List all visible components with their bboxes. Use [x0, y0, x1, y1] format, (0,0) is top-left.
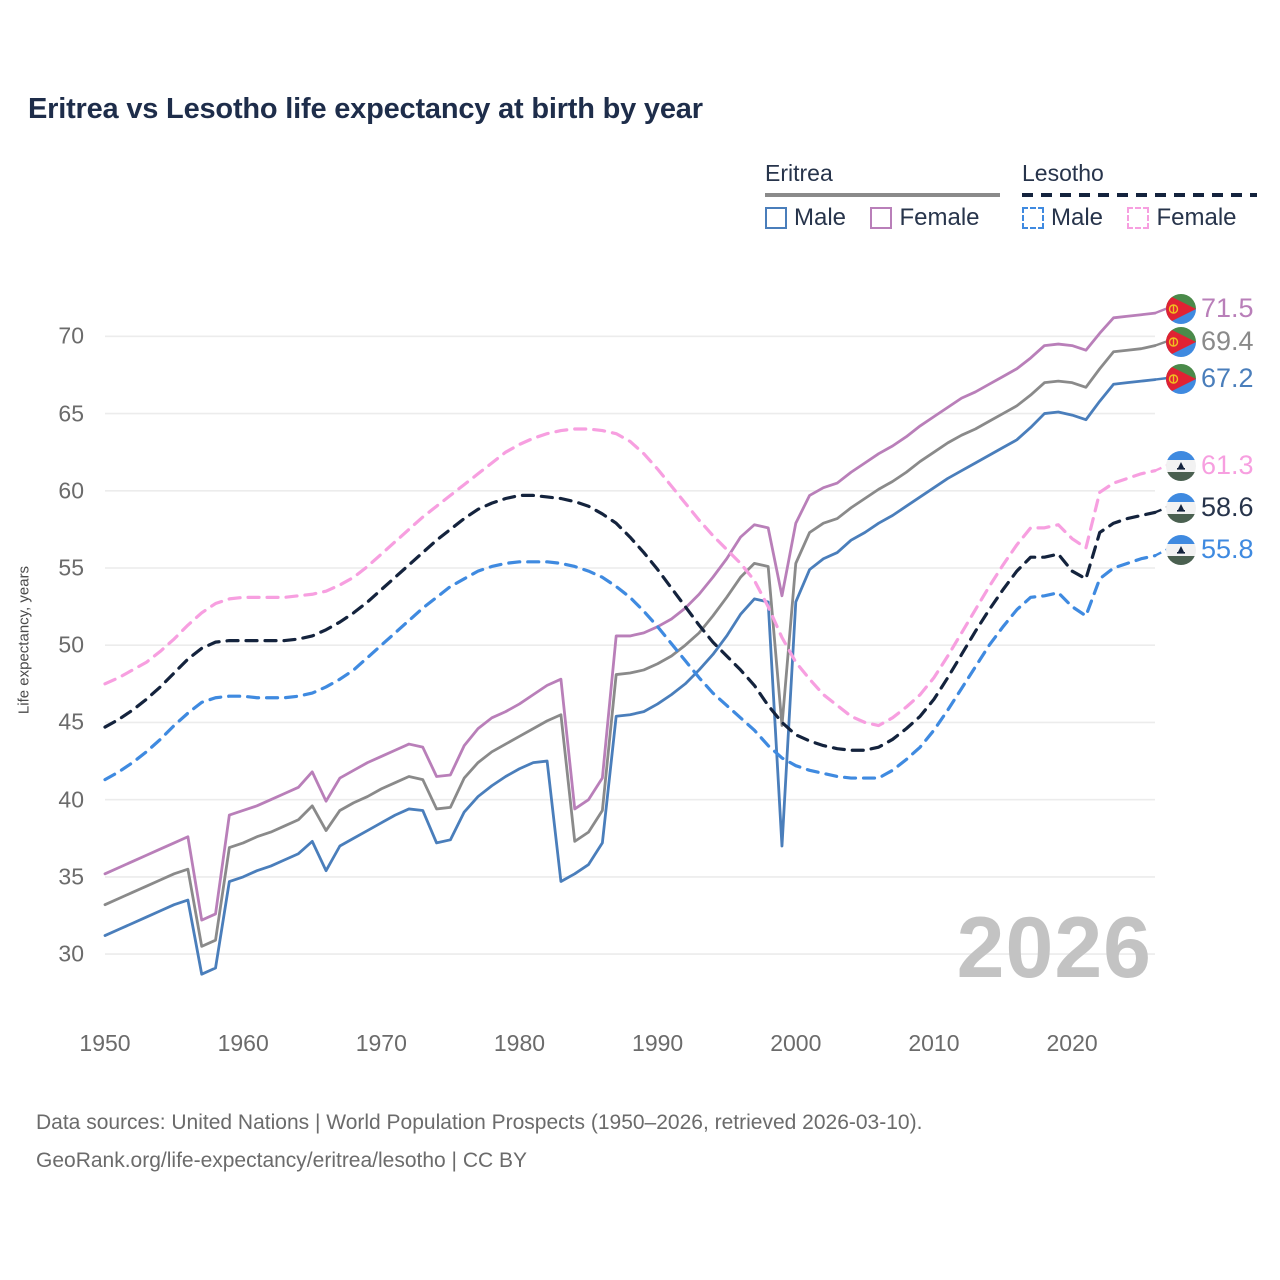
x-axis-tick-label: 1980 — [493, 1030, 546, 1056]
y-axis-tick-label: 30 — [58, 940, 84, 967]
legend-swatch-square-icon — [1127, 207, 1150, 229]
x-axis-tick-label: 2010 — [908, 1030, 960, 1056]
x-axis-tick-label: 1990 — [632, 1030, 684, 1056]
footer-attribution: Data sources: United Nations | World Pop… — [36, 1104, 1256, 1180]
series-line-lesotho-female — [103, 427, 1157, 728]
y-axis-tick-label: 40 — [58, 786, 84, 813]
series-line-eritrea-total — [103, 344, 1157, 948]
x-axis-tick-label: 2000 — [770, 1030, 822, 1056]
series-line-eritrea-male — [103, 378, 1157, 976]
end-label-value: 58.6 — [1201, 492, 1254, 522]
end-label-value: 69.4 — [1201, 326, 1254, 356]
end-label-connector — [1154, 376, 1169, 381]
legend-item-label: Male — [1051, 204, 1104, 231]
legend-swatch-square-icon — [1022, 207, 1044, 229]
end-label-eritrea-total: 69.4 — [1166, 326, 1254, 357]
legend-item-label: Female — [899, 204, 980, 231]
legend-item-lesotho-female[interactable]: Female — [1127, 204, 1237, 232]
legend-swatch-square-icon — [765, 207, 787, 229]
end-label-connector — [1154, 339, 1169, 347]
footer-line-url[interactable]: GeoRank.org/life-expectancy/eritrea/leso… — [36, 1149, 528, 1172]
legend-rule-lesotho — [1022, 193, 1257, 197]
legend-group-lesotho: Lesotho Male Female — [1022, 160, 1257, 234]
legend-rule-eritrea — [765, 193, 1000, 197]
legend-group-eritrea: Eritrea Male Female — [765, 160, 1000, 234]
y-axis-tick-label: 70 — [58, 322, 84, 349]
x-axis-tick-label: 2020 — [1046, 1030, 1098, 1056]
page-title: Eritrea vs Lesotho life expectancy at bi… — [28, 93, 703, 125]
x-axis-tick-label: 1950 — [79, 1030, 131, 1056]
eritrea-flag-icon — [1166, 293, 1196, 324]
legend-swatch-square-icon — [870, 207, 893, 229]
end-label-eritrea-male: 67.2 — [1166, 363, 1254, 394]
end-label-value: 61.3 — [1201, 450, 1254, 480]
end-label-value: 71.5 — [1201, 293, 1254, 323]
series-line-eritrea-female — [103, 311, 1157, 922]
y-axis-tick-label: 50 — [58, 631, 84, 658]
year-watermark: 2026 — [956, 900, 1152, 996]
end-label-connector — [1154, 547, 1169, 557]
legend-items-eritrea: Male Female — [765, 204, 1000, 234]
legend-country-label-eritrea: Eritrea — [765, 160, 833, 186]
legend-item-eritrea-female[interactable]: Female — [870, 204, 980, 232]
series-line-lesotho-male — [103, 554, 1157, 782]
y-axis-tick-label: 45 — [58, 708, 84, 735]
y-axis-tick-label: 35 — [58, 863, 84, 890]
lesotho-flag-icon — [1166, 534, 1196, 565]
x-axis-ticks: 1950 1960 1970 1980 1990 2000 2010 2020 — [0, 1030, 1280, 1064]
legend-item-lesotho-male[interactable]: Male — [1022, 204, 1103, 232]
end-label-connector — [1154, 463, 1169, 472]
legend-item-label: Female — [1156, 204, 1237, 231]
lesotho-flag-icon — [1166, 492, 1196, 523]
legend-item-eritrea-male[interactable]: Male — [765, 204, 846, 232]
chart-legend: Eritrea Male Female Lesotho Male Female — [0, 160, 1280, 240]
end-label-connector — [1154, 505, 1169, 514]
series-line-lesotho-total — [103, 493, 1157, 752]
y-axis-tick-label: 60 — [58, 477, 84, 504]
end-label-lesotho-female: 61.3 — [1166, 450, 1254, 481]
legend-item-label: Male — [794, 204, 847, 231]
end-label-lesotho-male: 55.8 — [1166, 534, 1254, 565]
end-label-value: 67.2 — [1201, 363, 1254, 393]
legend-country-label-lesotho: Lesotho — [1022, 160, 1104, 186]
end-label-connector — [1154, 306, 1169, 315]
x-axis-tick-label: 1970 — [355, 1030, 407, 1056]
y-axis-tick-label: 55 — [58, 554, 84, 581]
end-label-value: 55.8 — [1201, 534, 1254, 564]
y-axis-ticks: 30 35 40 45 50 55 60 65 70 — [22, 0, 84, 1280]
footer-line-sources: Data sources: United Nations | World Pop… — [36, 1111, 923, 1134]
legend-items-lesotho: Male Female — [1022, 204, 1257, 234]
end-label-lesotho-total: 58.6 — [1166, 492, 1254, 523]
eritrea-flag-icon — [1166, 326, 1196, 357]
y-axis-tick-label: 65 — [58, 400, 84, 427]
end-label-eritrea-female: 71.5 — [1166, 293, 1254, 324]
x-axis-tick-label: 1960 — [217, 1030, 269, 1056]
lesotho-flag-icon — [1166, 450, 1196, 481]
eritrea-flag-icon — [1166, 363, 1196, 394]
